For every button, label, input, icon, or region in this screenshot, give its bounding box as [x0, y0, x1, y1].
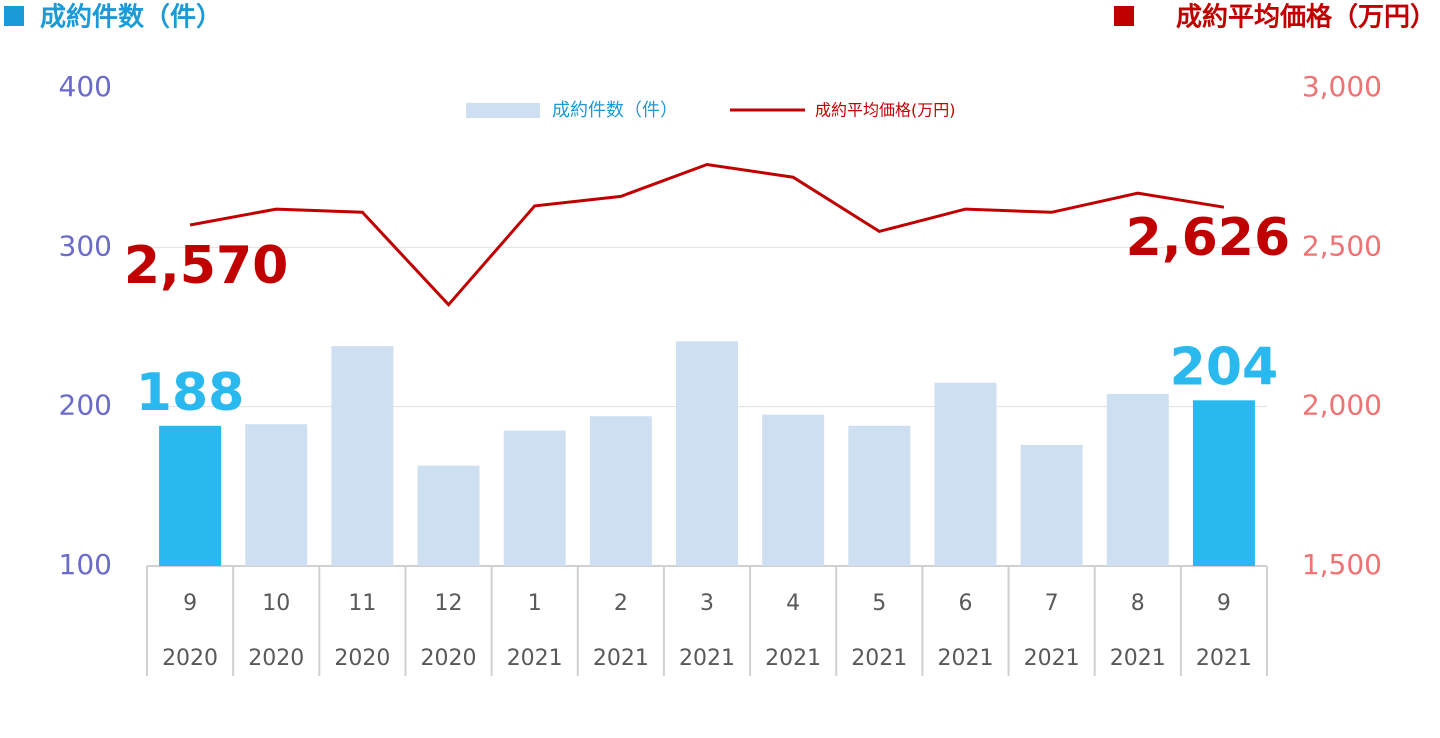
x-tick-label: 2021 — [851, 646, 907, 671]
line — [189, 162, 1225, 307]
bar — [159, 425, 222, 566]
y-tick-label: 200 — [59, 389, 112, 422]
x-tick-label: 2021 — [507, 646, 563, 671]
x-tick-label: 11 — [348, 591, 376, 616]
x-tick-label: 3 — [700, 591, 714, 616]
x-tick-label: 2 — [614, 591, 628, 616]
x-tick-label: 9 — [1217, 591, 1231, 616]
bar — [934, 382, 997, 566]
x-tick-label: 2021 — [593, 646, 649, 671]
y-axis-title: 成約件数（件） — [40, 2, 222, 33]
y-tick-label: 100 — [59, 548, 112, 581]
right-header-icon — [1114, 6, 1134, 26]
x-tick-label: 2021 — [937, 646, 993, 671]
bar — [676, 341, 738, 566]
bar — [1192, 400, 1255, 566]
x-tick-label: 2021 — [679, 646, 735, 671]
left-header-icon — [4, 6, 24, 26]
x-tick-label: 2021 — [1024, 646, 1080, 671]
y2-axis-title: 成約平均価格（万円） — [1176, 2, 1436, 33]
y2-tick-label: 3,000 — [1302, 70, 1382, 103]
x-tick-label: 5 — [872, 591, 886, 616]
data-label: 2,626 — [1126, 208, 1290, 268]
x-tick-label: 2020 — [334, 646, 390, 671]
x-tick-label: 12 — [435, 591, 463, 616]
y2-tick-label: 1,500 — [1302, 548, 1382, 581]
x-tick-label: 6 — [958, 591, 972, 616]
x-tick-label: 2020 — [421, 646, 477, 671]
legend-swatch-bar — [466, 103, 540, 118]
x-tick-label: 9 — [183, 591, 197, 616]
bar — [762, 414, 825, 566]
bar — [1106, 393, 1169, 566]
x-tick-label: 2021 — [1110, 646, 1166, 671]
x-tick-label: 10 — [262, 591, 290, 616]
legend-label: 成約平均価格(万円) — [815, 101, 956, 120]
bar — [245, 424, 308, 566]
y-tick-label: 400 — [59, 70, 112, 103]
x-tick-label: 7 — [1045, 591, 1059, 616]
data-label: 2,570 — [124, 236, 288, 296]
bar — [1020, 444, 1083, 566]
y2-tick-label: 2,500 — [1302, 229, 1382, 262]
data-label: 188 — [136, 363, 245, 423]
bar — [331, 346, 394, 566]
x-tick-label: 2021 — [765, 646, 821, 671]
bar — [848, 425, 911, 566]
x-tick-label: 2020 — [162, 646, 218, 671]
x-tick-label: 2020 — [248, 646, 304, 671]
y-tick-label: 300 — [59, 229, 112, 262]
x-tick-label: 1 — [528, 591, 542, 616]
x-tick-label: 2021 — [1196, 646, 1252, 671]
y2-tick-label: 2,000 — [1302, 389, 1382, 422]
x-tick-label: 8 — [1131, 591, 1145, 616]
x-tick-label: 4 — [786, 591, 800, 616]
legend-label: 成約件数（件） — [552, 100, 678, 121]
data-label: 204 — [1170, 337, 1279, 397]
bar — [503, 430, 566, 566]
bar — [589, 416, 652, 566]
bar — [417, 465, 480, 566]
